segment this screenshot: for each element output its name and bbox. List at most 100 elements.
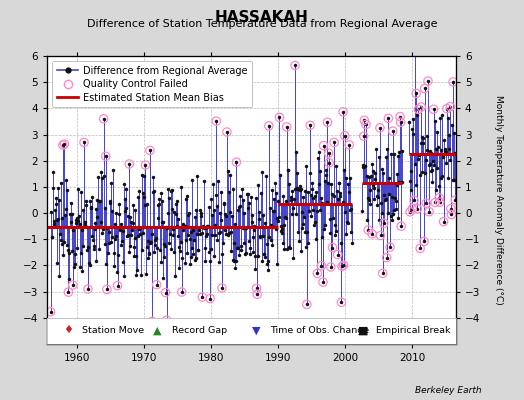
Point <box>81 219 89 225</box>
Point <box>162 317 171 323</box>
Point <box>386 244 394 250</box>
Point <box>275 114 283 120</box>
Point <box>228 213 236 219</box>
Point <box>424 78 432 84</box>
Point <box>301 228 309 235</box>
Point <box>222 212 230 219</box>
Point <box>360 117 368 124</box>
Point <box>106 200 114 206</box>
Point <box>340 167 348 174</box>
Point <box>386 150 395 157</box>
Point <box>71 261 79 268</box>
Point <box>59 142 67 148</box>
Point <box>272 260 281 267</box>
Point <box>441 148 449 154</box>
Point <box>381 197 389 204</box>
Point <box>420 85 429 92</box>
Point <box>222 231 231 237</box>
Point <box>271 226 280 232</box>
Point <box>115 201 123 208</box>
Point <box>297 186 305 192</box>
Point <box>436 174 445 181</box>
Point <box>187 254 195 260</box>
Point <box>135 226 144 232</box>
Point <box>113 282 122 289</box>
Point <box>450 176 458 183</box>
Point <box>443 105 451 112</box>
Point <box>84 286 92 292</box>
Point <box>154 214 162 221</box>
Point <box>335 189 344 196</box>
Point <box>313 270 322 276</box>
Point <box>376 125 384 131</box>
Point <box>228 186 237 192</box>
Point <box>289 255 298 262</box>
Point <box>389 128 397 134</box>
Point <box>136 224 145 231</box>
Point <box>156 258 165 265</box>
Point <box>140 202 149 208</box>
Point <box>146 147 154 154</box>
Point <box>290 196 298 202</box>
Point <box>298 224 306 231</box>
Point <box>394 215 402 221</box>
Point <box>176 248 184 254</box>
Point <box>268 186 276 193</box>
Point <box>192 206 201 213</box>
Point <box>241 251 249 258</box>
Point <box>447 211 455 218</box>
Point <box>61 212 69 218</box>
Point <box>417 104 425 110</box>
Point <box>319 279 327 285</box>
Point <box>373 202 381 208</box>
Point <box>422 200 431 206</box>
Point <box>58 241 66 248</box>
Point <box>61 206 70 212</box>
Point <box>343 220 352 226</box>
Point <box>67 218 75 225</box>
Point <box>446 104 454 110</box>
Point <box>392 206 400 212</box>
Point <box>445 146 453 152</box>
Point <box>367 161 376 168</box>
Point <box>292 210 300 217</box>
Point <box>137 272 145 278</box>
Point <box>262 172 270 179</box>
Point <box>131 235 139 241</box>
Point <box>126 214 134 220</box>
Point <box>290 186 299 192</box>
Point <box>408 206 417 212</box>
Point <box>319 142 328 149</box>
Point <box>239 210 248 217</box>
Point <box>63 247 72 254</box>
Point <box>179 221 187 228</box>
Point <box>407 168 415 174</box>
Point <box>148 318 156 324</box>
Point <box>116 227 124 234</box>
Point <box>421 156 430 163</box>
Point <box>381 154 390 160</box>
Point <box>380 220 388 226</box>
Point <box>198 294 206 300</box>
Point <box>348 240 356 246</box>
Point <box>225 209 234 216</box>
Point <box>84 244 93 250</box>
Point <box>296 186 304 193</box>
Point <box>182 236 190 243</box>
Point <box>212 192 220 198</box>
Point <box>316 194 325 201</box>
Point <box>446 206 455 212</box>
Point <box>91 220 99 226</box>
Point <box>51 207 59 213</box>
Point <box>422 200 431 206</box>
Point <box>332 228 340 234</box>
Point <box>425 148 434 154</box>
Point <box>300 214 308 220</box>
Point <box>313 270 322 276</box>
Point <box>50 221 58 228</box>
Point <box>275 214 283 220</box>
Point <box>429 106 438 112</box>
Point <box>190 237 198 243</box>
Point <box>54 185 62 191</box>
Point <box>306 122 314 128</box>
